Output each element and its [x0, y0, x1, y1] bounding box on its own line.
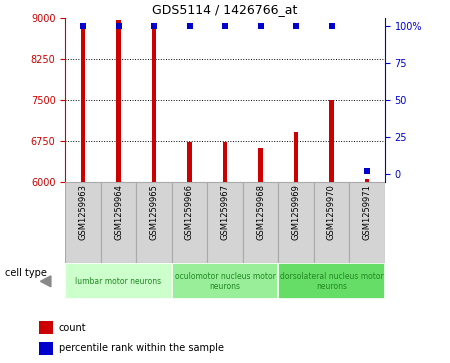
Text: GSM1259963: GSM1259963	[78, 184, 87, 240]
Bar	[117, 20, 121, 182]
Bar	[278, 263, 385, 299]
Text: percentile rank within the sample: percentile rank within the sample	[59, 343, 224, 354]
Point	[328, 23, 335, 28]
Bar	[349, 182, 385, 263]
Text: GSM1259969: GSM1259969	[292, 184, 301, 240]
Point	[364, 168, 371, 174]
Bar	[65, 263, 172, 299]
Bar	[243, 182, 278, 263]
Point	[257, 23, 264, 28]
Bar	[39, 321, 53, 334]
Bar	[81, 26, 85, 182]
Text: GSM1259971: GSM1259971	[363, 184, 372, 240]
Bar	[329, 100, 333, 182]
Bar	[258, 148, 263, 182]
Text: GSM1259968: GSM1259968	[256, 184, 265, 240]
Text: GSM1259967: GSM1259967	[220, 184, 230, 240]
Point	[221, 23, 229, 28]
Bar	[136, 182, 172, 263]
Bar	[207, 182, 243, 263]
Bar	[39, 342, 53, 355]
Text: dorsolateral nucleus motor
neurons: dorsolateral nucleus motor neurons	[279, 272, 383, 291]
Text: GSM1259964: GSM1259964	[114, 184, 123, 240]
Bar	[187, 142, 192, 182]
Point	[150, 23, 158, 28]
Bar	[172, 182, 207, 263]
Bar	[172, 263, 278, 299]
Bar	[294, 132, 298, 182]
Bar	[278, 182, 314, 263]
Title: GDS5114 / 1426766_at: GDS5114 / 1426766_at	[152, 3, 298, 16]
Point	[186, 23, 193, 28]
Text: GSM1259966: GSM1259966	[185, 184, 194, 240]
Text: oculomotor nucleus motor
neurons: oculomotor nucleus motor neurons	[175, 272, 275, 291]
Text: GSM1259965: GSM1259965	[149, 184, 158, 240]
Text: GSM1259970: GSM1259970	[327, 184, 336, 240]
Bar	[365, 179, 369, 182]
Bar	[65, 182, 101, 263]
Bar	[152, 28, 156, 182]
Point	[292, 23, 300, 28]
Bar	[223, 142, 227, 182]
Text: cell type: cell type	[5, 268, 47, 278]
Polygon shape	[40, 276, 51, 287]
Point	[79, 23, 86, 28]
Point	[115, 23, 122, 28]
Text: count: count	[59, 323, 86, 333]
Bar	[314, 182, 349, 263]
Bar	[101, 182, 136, 263]
Text: lumbar motor neurons: lumbar motor neurons	[76, 277, 162, 286]
